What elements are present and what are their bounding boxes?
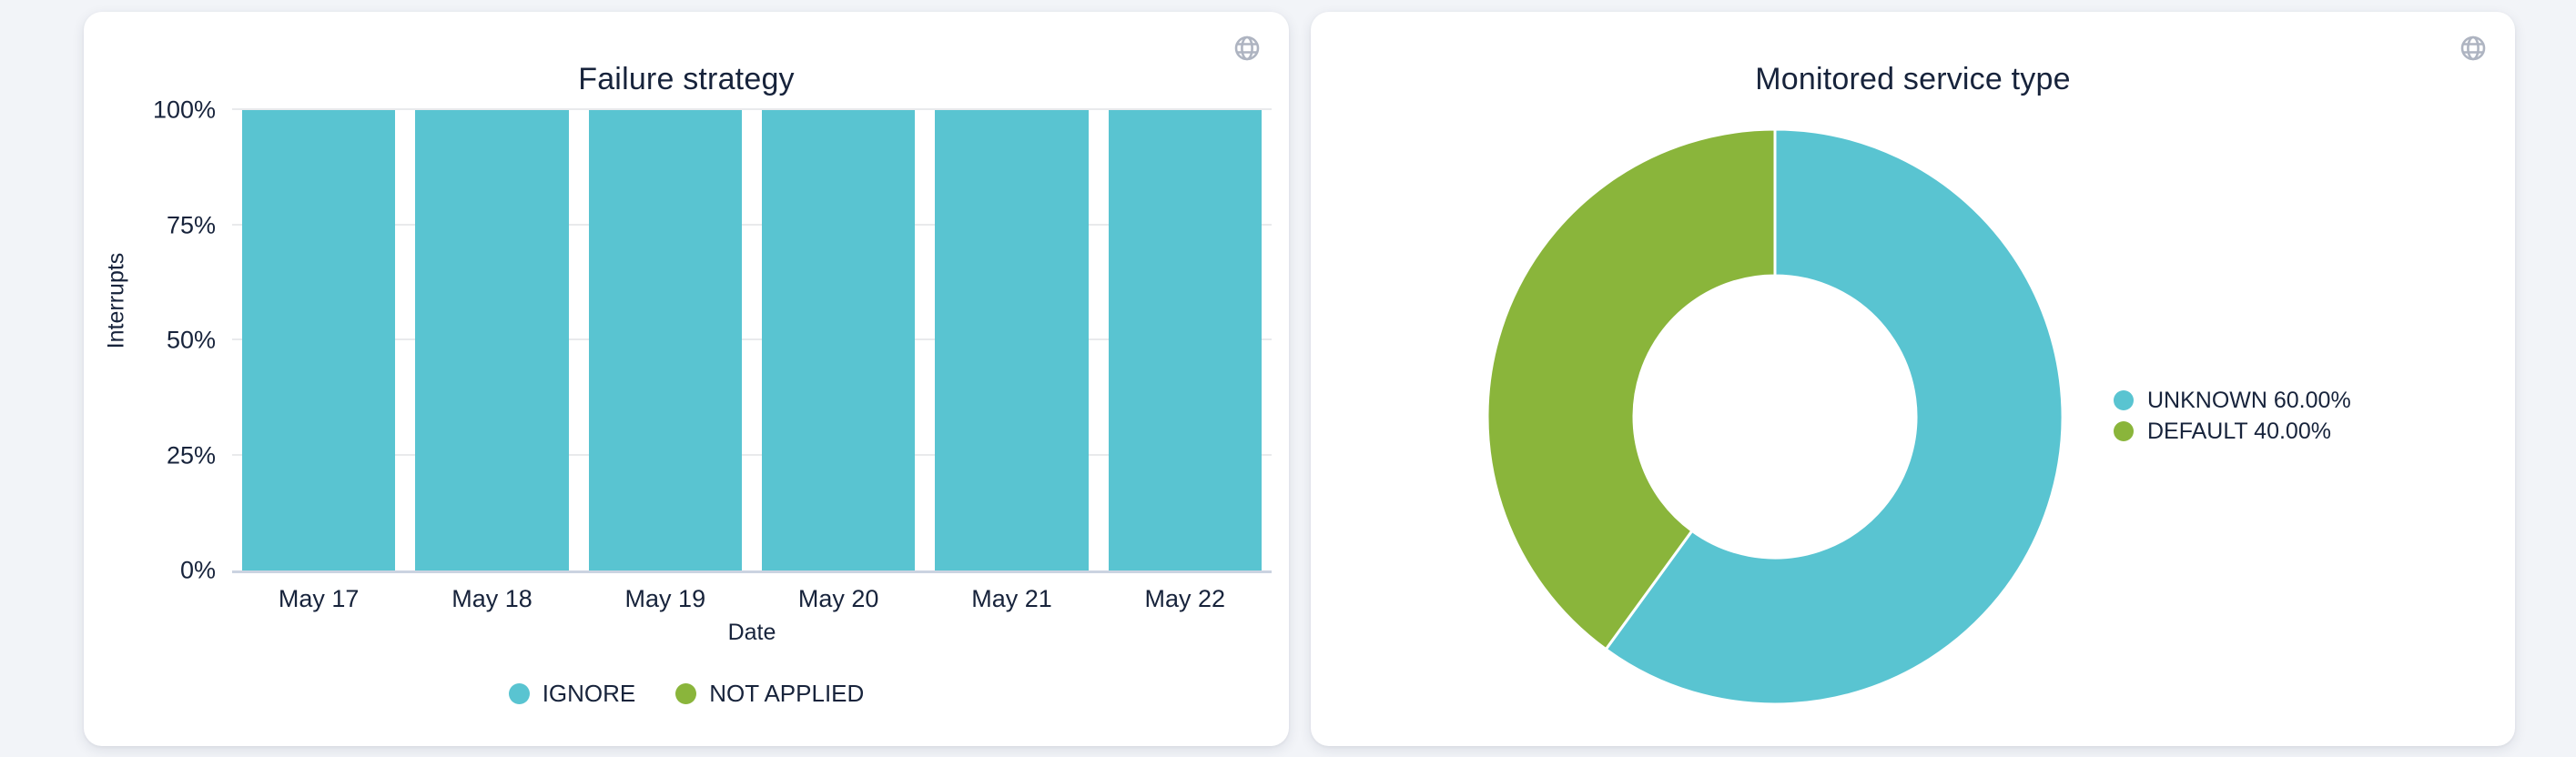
legend-item[interactable]: NOT APPLIED [675, 680, 864, 708]
x-axis-ticks: May 17 May 18 May 19 May 20 May 21 May 22 [232, 585, 1272, 613]
bar[interactable] [935, 110, 1089, 570]
bar-category [1099, 110, 1272, 570]
grid-line [232, 338, 1272, 340]
legend-label: UNKNOWN 60.00% [2147, 387, 2351, 413]
x-tick-label: May 22 [1144, 585, 1226, 612]
y-tick-label: 25% [166, 441, 216, 469]
monitored-service-type-title: Monitored service type [1755, 62, 2071, 97]
donut-slice-unknown[interactable] [1604, 127, 2064, 706]
bar[interactable] [588, 110, 742, 570]
bar-chart-legend: IGNORE NOT APPLIED [84, 679, 1289, 708]
y-tick-label: 50% [166, 326, 216, 354]
monitored-service-type-card: Monitored service type UNKNOWN 60.00% DEF… [1311, 12, 2515, 746]
globe-icon [2460, 35, 2486, 61]
globe-icon [1234, 35, 1260, 61]
donut-legend: UNKNOWN 60.00% DEFAULT 40.00% [2114, 387, 2351, 445]
failure-strategy-title: Failure strategy [578, 62, 795, 97]
x-tick-label: May 18 [451, 585, 532, 612]
x-tick-label: May 17 [278, 585, 360, 612]
bar-category [405, 110, 578, 570]
x-axis-title: Date [727, 620, 776, 645]
legend-label: DEFAULT 40.00% [2147, 418, 2331, 444]
x-tick-label: May 20 [797, 585, 879, 612]
bar[interactable] [762, 110, 916, 570]
grid-line [232, 223, 1272, 226]
failure-strategy-card: Failure strategy Interrupts 0% 25% 50% 75% 1… [84, 12, 1289, 746]
bar-category [752, 110, 925, 570]
bar-category [925, 110, 1098, 570]
legend-item[interactable]: DEFAULT 40.00% [2114, 418, 2351, 445]
x-tick-label: May 19 [624, 585, 706, 612]
x-tick-label: May 21 [971, 585, 1052, 612]
legend-item[interactable]: IGNORE [508, 679, 636, 708]
legend-item[interactable]: UNKNOWN 60.00% [2114, 387, 2351, 414]
donut-slice-default[interactable] [1486, 127, 1777, 651]
grid-line [232, 570, 1272, 573]
bar-category [579, 110, 752, 570]
y-tick-label: 0% [179, 556, 216, 584]
donut-chart [1484, 126, 2066, 708]
legend-dot [675, 682, 697, 704]
globe-button[interactable] [2459, 34, 2488, 63]
legend-dot [2114, 390, 2134, 410]
y-tick-label: 100% [152, 96, 216, 124]
grid-line [232, 108, 1272, 110]
bar[interactable] [1108, 110, 1262, 570]
y-tick-label: 75% [166, 211, 216, 238]
grid-line [232, 453, 1272, 456]
donut-svg [1486, 127, 2064, 706]
bar-chart [232, 108, 1272, 573]
bar[interactable] [415, 110, 569, 570]
bar-category [232, 110, 405, 570]
globe-button[interactable] [1232, 34, 1262, 63]
y-axis-ticks: 0% 25% 50% 75% 100% [84, 96, 216, 584]
legend-label: NOT APPLIED [709, 679, 865, 707]
bars [232, 110, 1272, 570]
legend-dot [2114, 421, 2134, 441]
legend-dot [508, 682, 530, 704]
legend-label: IGNORE [542, 679, 636, 707]
bar[interactable] [242, 110, 396, 570]
